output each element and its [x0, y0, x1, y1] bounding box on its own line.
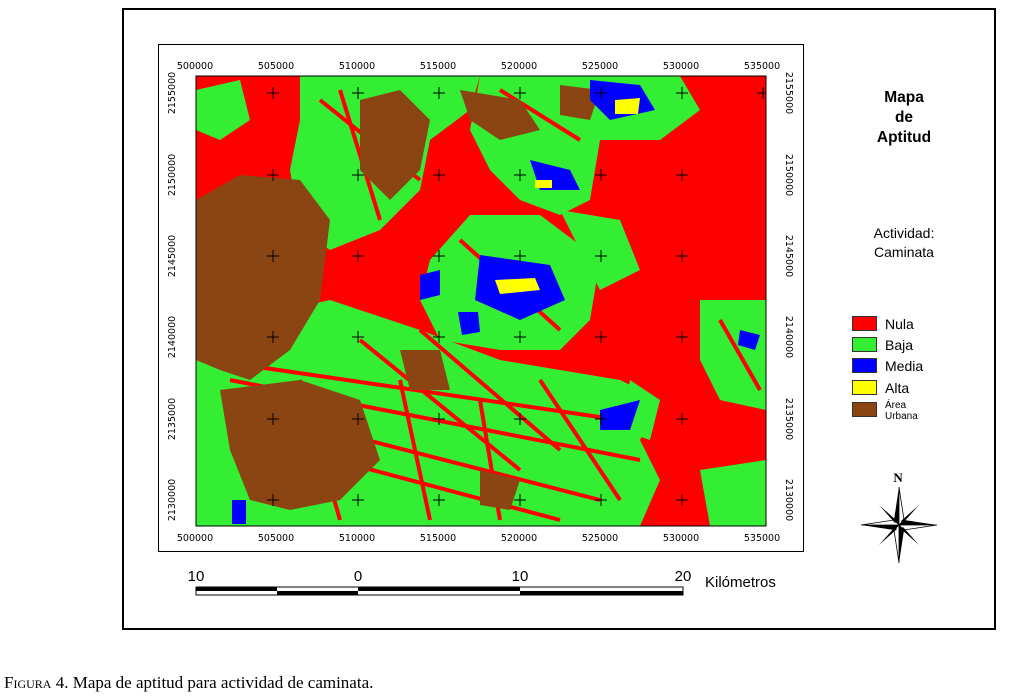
x-tick-bottom: 510000 — [339, 533, 375, 544]
x-tick-top: 510000 — [339, 61, 375, 72]
y-tick-right: 2140000 — [783, 316, 794, 358]
x-tick-bottom: 500000 — [177, 533, 213, 544]
raster-border — [195, 75, 767, 527]
scale-label: 10 — [511, 568, 529, 585]
y-tick-left: 2150000 — [167, 154, 178, 196]
x-tick-top: 525000 — [582, 61, 618, 72]
caption-prefix: Figura — [4, 673, 52, 692]
suitability-raster — [196, 76, 766, 526]
x-tick-bottom: 520000 — [501, 533, 537, 544]
legend-swatch — [852, 402, 877, 417]
map-title-line: Mapa — [884, 89, 924, 106]
north-label: N — [893, 470, 903, 485]
map-title-line: de — [894, 109, 914, 126]
scale-label: 20 — [674, 568, 692, 585]
y-tick-labels: 2155000 2150000 2145000 2140000 2135000 … — [167, 72, 794, 521]
y-tick-left: 2135000 — [167, 398, 178, 440]
legend-label: Alta — [885, 380, 910, 396]
y-tick-right: 2155000 — [783, 72, 794, 114]
scale-bar — [195, 586, 684, 596]
x-tick-top: 505000 — [258, 61, 294, 72]
x-tick-bottom: 530000 — [663, 533, 699, 544]
y-tick-left: 2145000 — [167, 235, 178, 277]
map-frame — [158, 44, 804, 552]
y-tick-right: 2150000 — [783, 154, 794, 196]
x-tick-top: 515000 — [420, 61, 456, 72]
y-tick-right: 2145000 — [783, 235, 794, 277]
activity-value: Caminata — [874, 244, 934, 260]
figure-caption: Figura 4. Mapa de aptitud para actividad… — [4, 673, 373, 693]
legend-swatch — [852, 337, 877, 352]
urban-areas — [196, 85, 600, 510]
x-tick-labels: 500000 505000 510000 515000 520000 52500… — [177, 61, 780, 544]
y-tick-right: 2130000 — [783, 479, 794, 521]
compass-rose-icon: N — [860, 470, 938, 564]
y-tick-left: 2130000 — [167, 479, 178, 521]
legend-swatch — [852, 358, 877, 373]
scale-label: 10 — [187, 568, 205, 585]
x-tick-bottom: 535000 — [744, 533, 780, 544]
legend-label: Media — [885, 358, 924, 374]
legend-label: Nula — [885, 316, 914, 332]
caption-text: 4. Mapa de aptitud para actividad de cam… — [51, 673, 374, 692]
alta-zones — [495, 98, 640, 294]
x-tick-top: 520000 — [501, 61, 537, 72]
legend-label: Área Urbana — [885, 400, 918, 422]
legend-swatch — [852, 380, 877, 395]
map-title-line: Aptitud — [876, 129, 932, 146]
y-tick-right: 2135000 — [783, 398, 794, 440]
scale-label: 0 — [353, 568, 363, 585]
y-tick-left: 2140000 — [167, 316, 178, 358]
grid-crosses — [267, 87, 766, 506]
x-tick-bottom: 515000 — [420, 533, 456, 544]
legend-label: Baja — [885, 337, 914, 353]
scale-unit: Kilómetros — [705, 574, 776, 591]
x-tick-top: 535000 — [744, 61, 780, 72]
x-tick-top: 530000 — [663, 61, 699, 72]
x-tick-bottom: 505000 — [258, 533, 294, 544]
legend-swatch — [852, 316, 877, 331]
x-tick-bottom: 525000 — [582, 533, 618, 544]
map-layout-frame — [122, 8, 996, 630]
x-tick-top: 500000 — [177, 61, 213, 72]
y-tick-left: 2155000 — [167, 72, 178, 114]
activity-label: Actividad: — [873, 225, 935, 241]
